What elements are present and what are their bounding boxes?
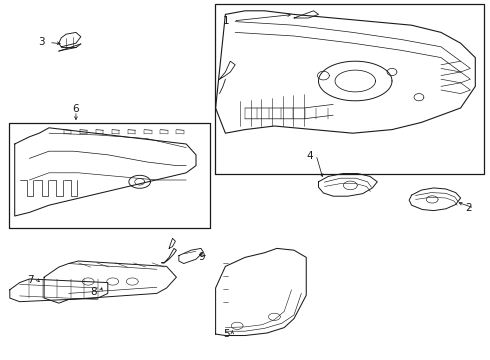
Text: 1: 1 bbox=[222, 16, 229, 26]
Text: 3: 3 bbox=[38, 37, 45, 48]
Text: 2: 2 bbox=[465, 203, 471, 213]
Text: 5: 5 bbox=[222, 329, 229, 339]
Text: 4: 4 bbox=[306, 150, 313, 161]
Text: 9: 9 bbox=[198, 252, 205, 262]
Text: 8: 8 bbox=[90, 287, 97, 297]
Text: 7: 7 bbox=[26, 275, 33, 285]
Text: 6: 6 bbox=[73, 104, 79, 114]
